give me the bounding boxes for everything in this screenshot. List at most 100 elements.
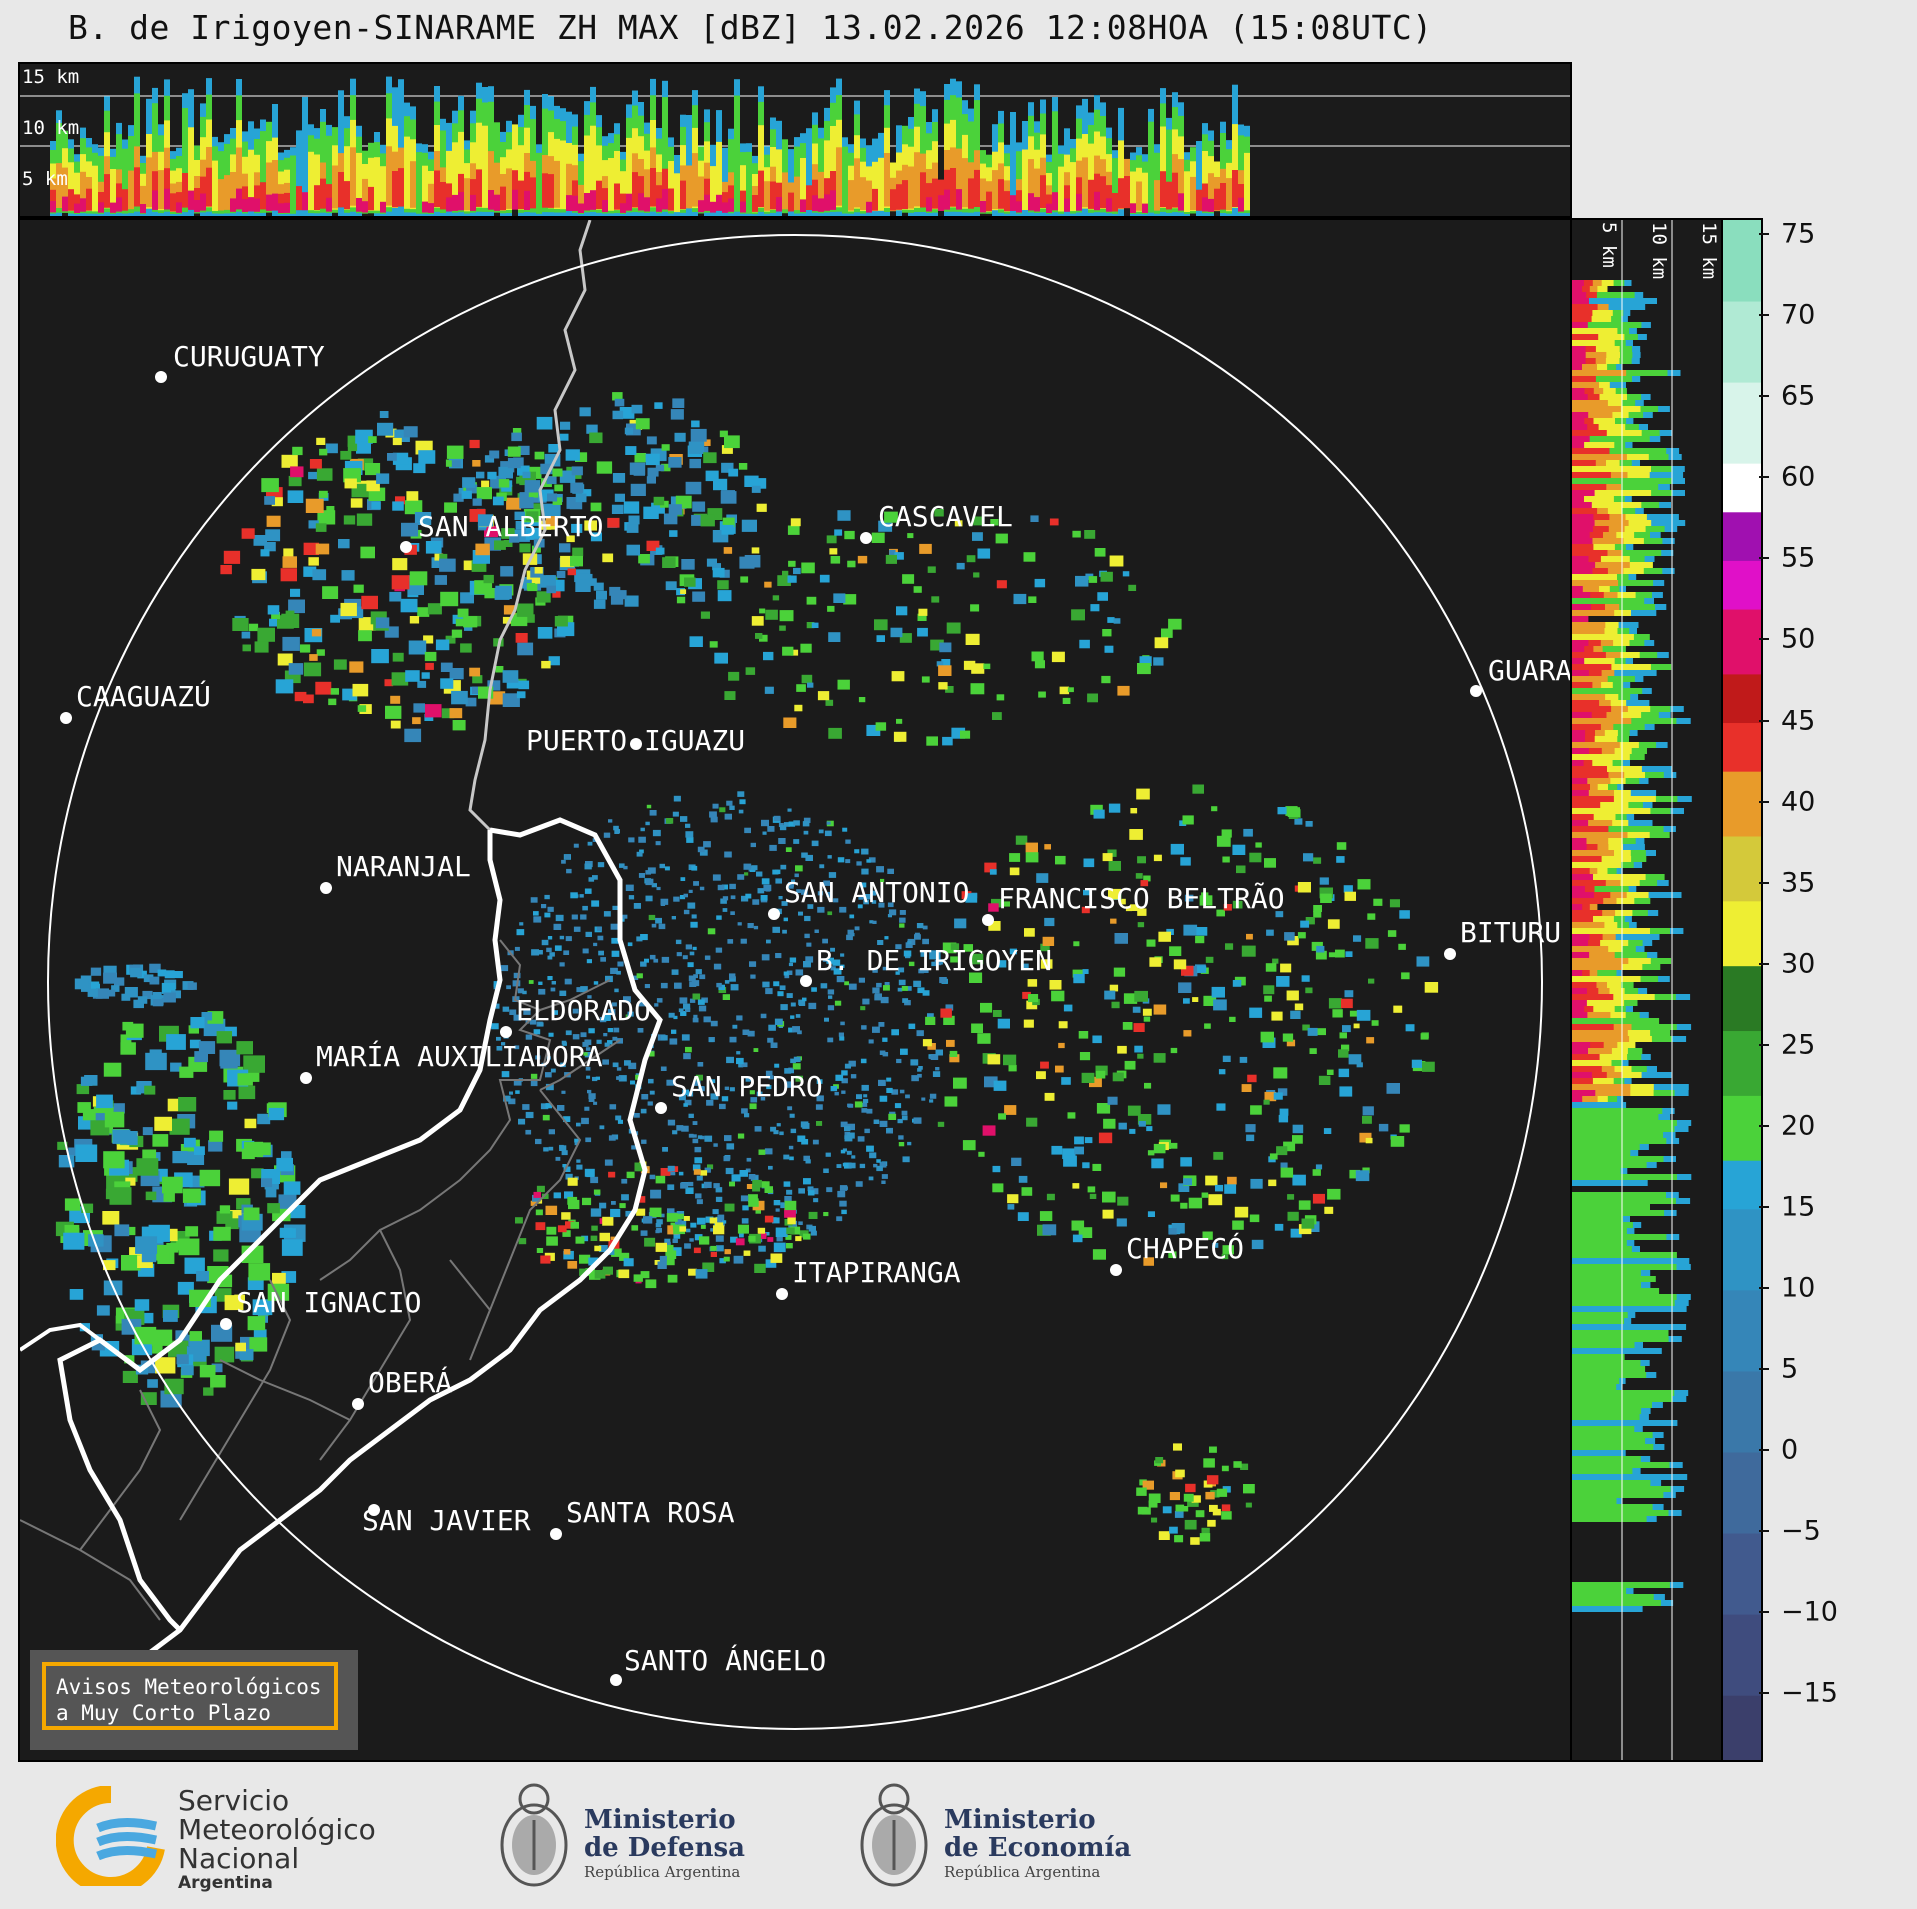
city-label-caaguazu: CAAGUAZÚ <box>76 680 211 713</box>
city-label-curuguaty: CURUGUATY <box>173 340 325 373</box>
top-cross-section-panel: 15 km 10 km 5 km <box>18 62 1572 218</box>
colorbar-band <box>1723 1160 1761 1210</box>
city-marker-santa-rosa[interactable] <box>550 1528 562 1540</box>
city-marker-caaguazu[interactable] <box>60 712 72 724</box>
city-marker-santo-angelo[interactable] <box>610 1674 622 1686</box>
city-label-san-ignacio: SAN IGNACIO <box>236 1286 422 1319</box>
city-marker-naranjal[interactable] <box>320 882 332 894</box>
warning-box[interactable]: Avisos Meteorológicos a Muy Corto Plazo <box>30 1650 358 1750</box>
radar-map-panel[interactable]: CURUGUATY SAN ALBERTO CASCAVEL CAAGUAZÚ … <box>18 218 1572 1762</box>
city-marker-san-antonio[interactable] <box>768 908 780 920</box>
colorbar-tick-label: −10 <box>1781 1596 1838 1628</box>
city-label-guara: GUARA <box>1488 654 1572 687</box>
colorbar-tick-label: 40 <box>1781 786 1816 818</box>
border-west <box>20 1322 102 1352</box>
city-marker-b-de-irigoyen[interactable] <box>800 975 812 987</box>
city-marker-cascavel[interactable] <box>860 532 872 544</box>
city-label-san-antonio: SAN ANTONIO <box>784 876 970 909</box>
city-label-san-pedro: SAN PEDRO <box>671 1070 823 1103</box>
colorbar-tick-mark <box>1759 638 1769 641</box>
city-marker-chapeco[interactable] <box>1110 1264 1122 1276</box>
colorbar-ticks: 75 70 65 60 55 50 45 40 35 30 25 20 15 10 5 0 −5 −10 −15 <box>1759 218 1859 1762</box>
city-marker-guara[interactable] <box>1470 685 1482 697</box>
country-border-paraguay-brazil <box>468 220 592 832</box>
colorbar-band <box>1723 1095 1761 1161</box>
colorbar-band <box>1723 1533 1761 1615</box>
city-label-san-javier: SAN JAVIER <box>362 1504 531 1537</box>
colorbar-band <box>1723 836 1761 902</box>
colorbar-tick-label: 45 <box>1781 705 1816 737</box>
radar-range-ring <box>47 234 1543 1730</box>
economia-line-2: de Economía <box>944 1833 1132 1863</box>
colorbar-svg <box>1723 220 1761 1760</box>
colorbar-band <box>1723 1289 1761 1372</box>
city-marker-obera[interactable] <box>352 1398 364 1410</box>
colorbar-band <box>1723 965 1761 1032</box>
colorbar-tick-mark <box>1759 1611 1769 1614</box>
colorbar-tick-label: 15 <box>1781 1191 1816 1223</box>
colorbar-band <box>1723 382 1761 464</box>
colorbar-band <box>1723 609 1761 675</box>
city-marker-itapiranga[interactable] <box>776 1288 788 1300</box>
colorbar-band <box>1723 1452 1761 1534</box>
colorbar-band <box>1723 220 1761 302</box>
smn-line-4: Argentina <box>178 1873 273 1893</box>
city-marker-maria-auxiliadora[interactable] <box>300 1072 312 1084</box>
city-label-bituru: BITURU <box>1460 916 1562 949</box>
colorbar-band <box>1723 1614 1761 1696</box>
city-label-san-alberto: SAN ALBERTO <box>418 510 604 543</box>
colorbar-band <box>1723 560 1761 610</box>
city-label-eldorado: ELDORADO <box>516 994 651 1027</box>
city-label-naranjal: NARANJAL <box>336 850 471 883</box>
city-marker-san-javier[interactable] <box>368 1504 380 1516</box>
smn-line-1: Servicio <box>178 1784 290 1817</box>
smn-line-2: Meteorológico <box>178 1813 376 1846</box>
colorbar-tick-mark <box>1759 233 1769 236</box>
defensa-line-1: Ministerio <box>584 1805 736 1835</box>
city-label-b-de-irigoyen: B. DE IRIGOYEN <box>816 944 1053 977</box>
colorbar-tick-label: 35 <box>1781 867 1816 899</box>
colorbar-tick-mark <box>1759 1530 1769 1533</box>
city-marker-eldorado[interactable] <box>500 1026 512 1038</box>
defensa-line-2: de Defensa <box>584 1833 745 1863</box>
colorbar-tick-mark <box>1759 800 1769 803</box>
colorbar-tick-label: 25 <box>1781 1029 1816 1061</box>
city-marker-san-alberto[interactable] <box>400 541 412 553</box>
border-argentina-brazil <box>138 817 663 1662</box>
colorbar-tick-mark <box>1759 557 1769 560</box>
city-label-santo-angelo: SANTO ÁNGELO <box>624 1644 827 1677</box>
city-marker-curuguaty[interactable] <box>155 371 167 383</box>
defensa-line-3: República Argentina <box>584 1863 741 1881</box>
colorbar-tick-mark <box>1759 1367 1769 1370</box>
city-marker-bituru[interactable] <box>1444 948 1456 960</box>
side-altitude-label-5km: 5 km <box>1598 222 1620 268</box>
city-marker-puerto-iguazu[interactable] <box>630 738 642 750</box>
altitude-label-10km: 10 km <box>22 117 80 139</box>
city-marker-san-pedro[interactable] <box>655 1102 667 1114</box>
warning-line-2: a Muy Corto Plazo <box>56 1701 271 1725</box>
colorbar-tick-label: 20 <box>1781 1110 1816 1142</box>
colorbar-tick-label: 30 <box>1781 948 1816 980</box>
smn-line-3: Nacional <box>178 1842 300 1875</box>
colorbar-tick-mark <box>1759 1449 1769 1451</box>
colorbar-tick-label: −5 <box>1781 1515 1821 1547</box>
colorbar <box>1721 218 1763 1762</box>
economia-seal-icon <box>860 1783 928 1887</box>
city-label-puerto-iguazu: PUERTO IGUAZU <box>526 724 746 757</box>
defensa-logo-text: Ministerio de Defensa República Argentin… <box>584 1806 745 1882</box>
colorbar-band <box>1723 900 1761 967</box>
colorbar-tick-label: 65 <box>1781 380 1816 412</box>
border-argentina-paraguay <box>57 830 503 1632</box>
city-marker-san-ignacio[interactable] <box>220 1318 232 1330</box>
city-label-santa-rosa: SANTA ROSA <box>566 1496 735 1529</box>
colorbar-band <box>1723 301 1761 383</box>
colorbar-tick-label: 5 <box>1781 1353 1799 1385</box>
city-label-obera: OBERÁ <box>368 1366 453 1399</box>
colorbar-tick-label: 0 <box>1781 1434 1799 1466</box>
economia-logo-text: Ministerio de Economía República Argenti… <box>944 1806 1131 1882</box>
colorbar-tick-label: 50 <box>1781 623 1816 655</box>
city-label-chapeco: CHAPECÓ <box>1126 1232 1245 1265</box>
city-marker-francisco-beltrao[interactable] <box>982 914 994 926</box>
colorbar-band <box>1723 1370 1761 1453</box>
economia-line-3: República Argentina <box>944 1863 1101 1881</box>
